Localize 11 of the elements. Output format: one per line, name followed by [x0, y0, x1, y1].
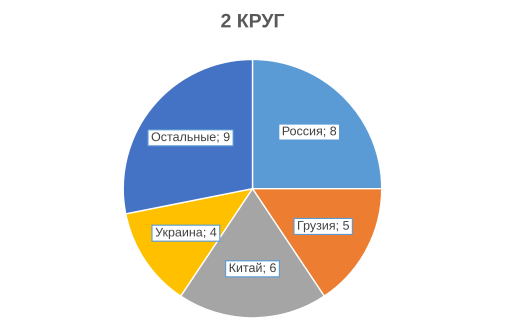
- chart-title: 2 КРУГ: [221, 14, 284, 28]
- data-label: ; 8: [324, 126, 336, 137]
- slice-label: Украина: [155, 228, 203, 240]
- data-label: ; 4: [204, 228, 216, 238]
- data-label: ; 5: [336, 221, 349, 232]
- data-label: ; 9: [217, 132, 230, 143]
- slice-label: Остальные: [152, 132, 216, 142]
- data-label: ; 6: [264, 263, 276, 274]
- slice-label: Россия: [282, 126, 322, 136]
- slice-label: Грузия: [298, 221, 335, 232]
- slice-label: Китай: [230, 262, 262, 272]
